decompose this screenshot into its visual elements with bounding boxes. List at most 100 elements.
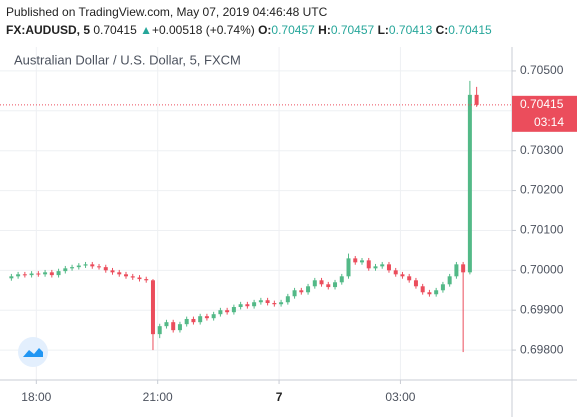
- candle-body: [366, 260, 371, 269]
- candle-body: [413, 280, 418, 287]
- candle-body: [124, 274, 128, 277]
- candle-body: [198, 316, 203, 323]
- candle-body: [110, 270, 115, 273]
- candle-body: [22, 274, 27, 276]
- legend-row: FX:AUDUSD, 5 0.70415 ▲+0.00518 (+0.74%) …: [6, 23, 492, 37]
- o-label: O:: [258, 23, 272, 37]
- countdown: 03:14: [534, 115, 564, 129]
- l-label: L:: [377, 23, 389, 37]
- change: +0.00518 (+0.74%): [151, 23, 255, 37]
- y-tick-label: 0.70200: [520, 183, 564, 197]
- candle-body: [285, 296, 290, 303]
- candle-body: [265, 300, 270, 304]
- grid: [0, 47, 512, 380]
- arrow: ▲: [140, 23, 152, 37]
- candle-body: [36, 273, 41, 275]
- candle-body: [43, 272, 48, 275]
- y-tick-label: 0.69900: [520, 302, 564, 316]
- candle-body: [137, 277, 142, 280]
- candle-body: [157, 326, 162, 335]
- candle-body: [360, 260, 364, 263]
- candle-body: [467, 94, 472, 273]
- candle-body: [9, 276, 14, 279]
- price-tag-label: 0.70415: [520, 97, 564, 111]
- candle-body: [407, 276, 412, 281]
- candle-body: [373, 266, 378, 269]
- candle-body: [312, 280, 317, 287]
- candle-body: [150, 280, 155, 335]
- h-label: H:: [318, 23, 331, 37]
- symbol: FX:AUDUSD, 5: [6, 23, 91, 37]
- x-tick-label: 21:00: [143, 390, 173, 404]
- candle-body: [245, 304, 250, 307]
- x-tick-label: 7: [276, 390, 283, 404]
- l-value: 0.70413: [388, 23, 433, 37]
- candle-body: [76, 265, 81, 268]
- candle-body: [454, 264, 459, 277]
- candle-body: [204, 316, 209, 319]
- price-tag: [512, 95, 577, 132]
- candle-body: [380, 264, 385, 267]
- candle-body: [218, 310, 223, 315]
- candle-body: [29, 273, 34, 276]
- candle-body: [400, 274, 405, 277]
- candle-body: [164, 322, 169, 327]
- logo: [18, 337, 48, 367]
- candle-body: [225, 310, 230, 313]
- candle-body: [90, 264, 95, 267]
- candle-body: [56, 271, 61, 276]
- candle-body: [258, 300, 263, 303]
- candle-body: [393, 270, 398, 275]
- y-tick-label: 0.70500: [520, 63, 564, 77]
- candle-body: [49, 272, 54, 276]
- candle-body: [319, 280, 324, 285]
- h-value: 0.70457: [330, 23, 375, 37]
- c-value: 0.70415: [448, 23, 492, 37]
- candle-body: [177, 324, 182, 331]
- candle-body: [184, 318, 189, 325]
- x-tick-label: 03:00: [385, 390, 415, 404]
- x-tick-label: 18:00: [21, 390, 51, 404]
- candle-body: [292, 290, 297, 297]
- candle-body: [386, 264, 391, 271]
- candle-body: [130, 276, 135, 278]
- candle-body: [339, 276, 344, 283]
- candle-body: [279, 302, 284, 305]
- candle-body: [211, 314, 216, 319]
- candle-body: [63, 268, 68, 272]
- candle-body: [117, 272, 122, 275]
- chart-title: Australian Dollar / U.S. Dollar, 5, FXCM: [14, 52, 241, 67]
- candle-body: [103, 267, 108, 271]
- candle-body: [83, 264, 88, 266]
- candle-body: [427, 292, 432, 295]
- candle-body: [191, 318, 196, 323]
- candle-body: [474, 94, 479, 105]
- published: Published on TradingView.com, May 07, 20…: [6, 5, 328, 19]
- candle-body: [353, 258, 358, 263]
- chart-bg: [0, 47, 577, 417]
- candle-body: [420, 286, 425, 293]
- candle-body: [299, 290, 304, 293]
- candle-body: [231, 307, 236, 313]
- candles: [0, 80, 512, 353]
- candle-body: [97, 266, 102, 268]
- candle-body: [461, 264, 466, 273]
- candle-body: [306, 286, 311, 293]
- c-label: C:: [435, 23, 449, 37]
- candle-body: [447, 276, 452, 285]
- y-tick-label: 0.70300: [520, 143, 564, 157]
- candle-body: [70, 267, 75, 269]
- candle-body: [144, 279, 149, 281]
- candle-body: [252, 302, 257, 307]
- last: 0.70415: [93, 23, 137, 37]
- candle-body: [434, 290, 439, 295]
- candle-body: [238, 304, 243, 308]
- candle-body: [16, 274, 21, 277]
- y-tick-label: 0.70100: [520, 223, 564, 237]
- candle-body: [440, 284, 445, 291]
- candle-body: [272, 303, 277, 305]
- candle-body: [346, 258, 351, 277]
- o-value: 0.70457: [271, 23, 315, 37]
